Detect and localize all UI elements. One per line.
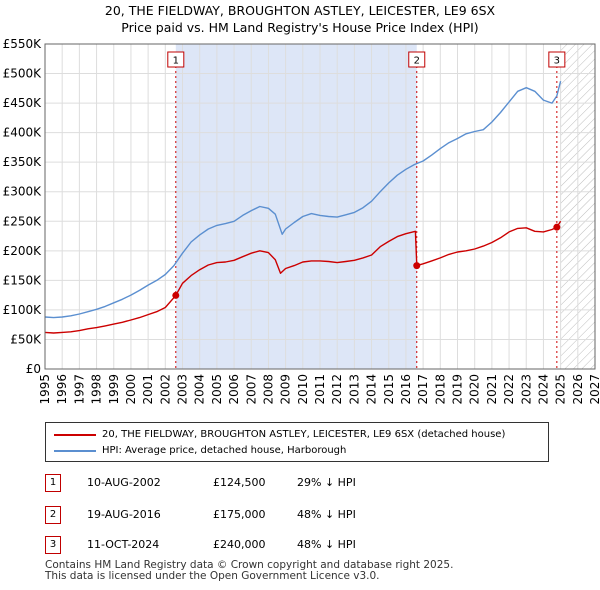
y-tick-label: £50K	[10, 332, 42, 346]
x-tick-label: 2013	[347, 374, 361, 405]
x-tick-label: 2016	[399, 374, 413, 405]
x-tick-label: 2024	[536, 374, 550, 405]
y-tick-label: £550K	[3, 37, 43, 51]
plot-frame	[44, 43, 596, 370]
y-tick-label: £0	[26, 362, 41, 376]
sale-marker-label-3: 3	[554, 56, 560, 67]
x-tick-label: 2008	[261, 374, 275, 405]
sale-hpi-diff-2: 48% ↓ HPI	[297, 508, 356, 521]
x-tick-label: 2000	[124, 374, 138, 405]
y-tick-label: £300K	[3, 185, 43, 199]
x-tick-label: 2017	[416, 374, 430, 405]
footer-line-1: Contains HM Land Registry data © Crown c…	[45, 559, 454, 571]
x-tick-label: 2007	[244, 374, 258, 405]
x-tick-label: 2015	[382, 374, 396, 405]
x-tick-label: 2023	[519, 374, 533, 405]
sale-price-2: £175,000	[213, 508, 266, 521]
sale-marker-label-2: 2	[414, 56, 420, 67]
x-tick-label: 1996	[55, 374, 69, 405]
y-tick-label: £200K	[3, 244, 43, 258]
y-tick-label: £350K	[3, 155, 43, 169]
sale-point-2	[413, 262, 421, 270]
chart-title: 20, THE FIELDWAY, BROUGHTON ASTLEY, LEIC…	[0, 2, 600, 36]
x-tick-label: 2012	[330, 374, 344, 405]
x-tick-label: 2009	[279, 374, 293, 405]
footer: Contains HM Land Registry data © Crown c…	[45, 560, 453, 582]
price-chart: 1 2 3 £0 £50K £100K £150K £200K £250K £300K £350K…	[3, 37, 600, 405]
x-tick-label: 2004	[193, 374, 207, 405]
sale-date-2: 19-AUG-2016	[87, 508, 161, 521]
footer-line-2: This data is licensed under the Open Gov…	[45, 570, 380, 582]
y-tick-label: £100K	[3, 303, 43, 317]
property-price-line	[44, 220, 562, 334]
x-tick-label: 2019	[451, 374, 465, 405]
legend-swatch-property	[54, 434, 96, 436]
x-tick-label: 2005	[210, 374, 224, 405]
sale-marker-label-1: 1	[173, 56, 179, 67]
x-tick-label: 2025	[554, 374, 568, 405]
x-tick-label: 1999	[107, 374, 121, 405]
x-tick-label: 2010	[296, 374, 310, 405]
sale-hpi-diff-1: 29% ↓ HPI	[297, 476, 356, 489]
x-tick-label: 1998	[90, 374, 104, 405]
legend: 20, THE FIELDWAY, BROUGHTON ASTLEY, LEIC…	[45, 422, 549, 462]
x-tick-label: 2003	[176, 374, 190, 405]
y-tick-label: £450K	[3, 96, 43, 110]
x-tick-label: 2001	[141, 374, 155, 405]
y-tick-label: £150K	[3, 273, 43, 287]
x-tick-label: 2027	[588, 374, 600, 405]
legend-label-property: 20, THE FIELDWAY, BROUGHTON ASTLEY, LEIC…	[102, 429, 506, 440]
sale-badge-1: 1	[45, 474, 61, 492]
x-tick-label: 2021	[485, 374, 499, 405]
sale-date-3: 11-OCT-2024	[87, 538, 160, 551]
y-tick-label: £500K	[3, 67, 43, 81]
sale-marker-box-3	[548, 51, 566, 68]
sale-hpi-diff-3: 48% ↓ HPI	[297, 538, 356, 551]
sale-badge-2: 2	[45, 506, 61, 524]
sale-point-3	[553, 223, 561, 231]
legend-swatch-hpi	[54, 450, 96, 452]
sale-point-1	[172, 291, 180, 299]
title-line-2: Price paid vs. HM Land Registry's House …	[121, 20, 479, 35]
sale-badge-3: 3	[45, 536, 61, 554]
sale-marker-box-1	[167, 51, 185, 68]
sale-price-3: £240,000	[213, 538, 266, 551]
y-tick-label: £400K	[3, 126, 43, 140]
legend-label-hpi: HPI: Average price, detached house, Harb…	[102, 445, 347, 456]
y-tick-label: £250K	[3, 214, 43, 228]
sale-date-1: 10-AUG-2002	[87, 476, 161, 489]
title-line-1: 20, THE FIELDWAY, BROUGHTON ASTLEY, LEIC…	[104, 3, 496, 18]
x-tick-label: 2006	[227, 374, 241, 405]
x-tick-label: 2002	[158, 374, 172, 405]
x-tick-label: 2026	[571, 374, 585, 405]
sale-marker-box-2	[408, 51, 426, 68]
x-tick-label: 1997	[72, 374, 86, 405]
x-tick-label: 2018	[433, 374, 447, 405]
x-tick-label: 2014	[365, 374, 379, 405]
sale-price-1: £124,500	[213, 476, 266, 489]
x-tick-label: 2022	[502, 374, 516, 405]
x-tick-label: 2020	[468, 374, 482, 405]
x-tick-label: 1995	[38, 374, 52, 405]
x-tick-label: 2011	[313, 374, 327, 405]
hpi-line	[44, 81, 562, 319]
ownership-shade	[175, 44, 417, 369]
